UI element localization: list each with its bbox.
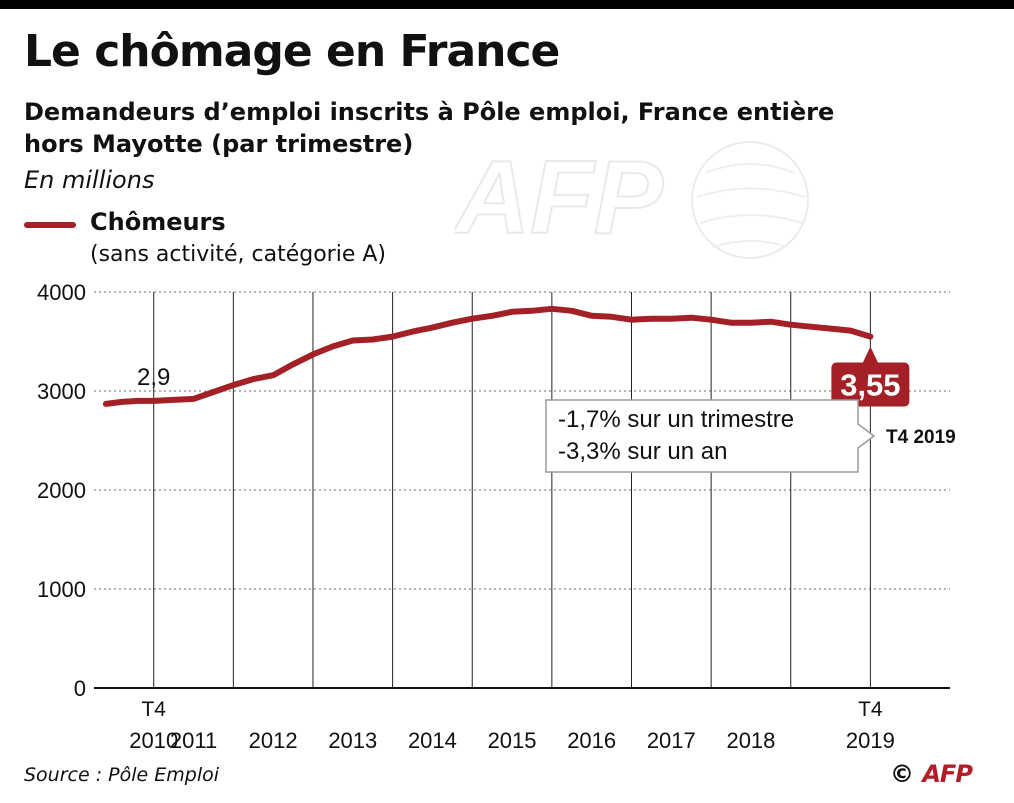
x-tick-label-2018: 2018 [726,728,775,753]
end-value-label: 3,55 [840,368,900,403]
afp-copyright: © AFP [890,760,973,788]
callout-line-2: -3,3% sur un an [558,438,727,465]
unit-label: En millions [24,166,155,194]
svg-text:AFP: AFP [455,140,664,256]
x-tick-label-2015: 2015 [488,728,537,753]
x-tick-label-2010: 2010 [129,728,178,753]
y-tick-label-3000: 3000 [37,379,86,404]
x-tick-label-2011: 2011 [170,728,217,753]
x-tick-label-2013: 2013 [328,728,377,753]
x-tick-label-2012: 2012 [249,728,298,753]
callout-line-1: -1,7% sur un trimestre [558,406,794,433]
copyright-symbol: © [890,760,914,788]
y-tick-label-0: 0 [74,676,86,701]
chart-title: Le chômage en France [24,26,560,77]
x-tick-label-2014: 2014 [408,728,457,753]
start-value-label: 2,9 [137,364,170,391]
x-tick-label-2016: 2016 [567,728,616,753]
source-note: Source : Pôle Emploi [24,764,220,786]
legend-label: Chômeurs [90,208,226,236]
series-line-0 [102,305,874,407]
end-value-pointer [862,346,879,364]
legend-swatch [24,222,76,228]
y-tick-label-4000: 4000 [37,280,86,305]
y-tick-label-1000: 1000 [37,577,86,602]
chart-subtitle: Demandeurs d’emploi inscrits à Pôle empl… [24,98,835,158]
legend-note: (sans activité, catégorie A) [90,242,387,267]
y-tick-label-2000: 2000 [37,478,86,503]
callout-box [545,399,876,473]
afp-brand-logo: AFP [922,760,973,788]
x-tick-label-2017: 2017 [647,728,696,753]
x-tick-quarter-2019: T4 [858,698,883,721]
top-rule [0,0,1014,9]
x-tick-label-2019: 2019 [846,728,895,753]
x-tick-quarter-2010: T4 [141,698,166,721]
end-value-box [831,362,910,407]
afp-watermark-logo: AFP [455,139,809,259]
end-period-label: T4 2019 [886,427,956,448]
